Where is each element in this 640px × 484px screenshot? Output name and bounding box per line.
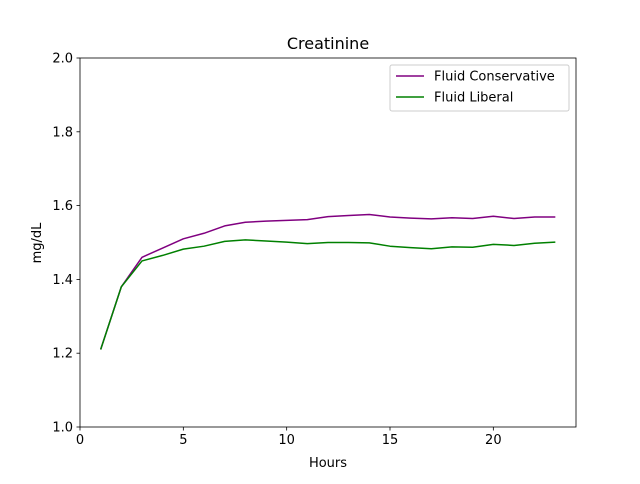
legend-label-0: Fluid Conservative xyxy=(434,70,555,85)
legend: Fluid Conservative Fluid Liberal xyxy=(389,64,570,112)
series-line-0 xyxy=(99,213,556,350)
x-tick-label: 5 xyxy=(179,433,187,448)
y-axis-label: mg/dL xyxy=(30,222,45,264)
axes-frame xyxy=(79,57,577,428)
y-tick-label: 1.0 xyxy=(52,421,73,436)
series-line-1 xyxy=(99,239,556,350)
y-tick-label: 1.8 xyxy=(52,125,73,140)
chart-title: Creatinine xyxy=(287,34,369,53)
x-tick-label: 20 xyxy=(485,433,502,448)
axes: 0 5 10 15 20 1.0 1.2 1.4 1.6 1.8 2.0 xyxy=(52,52,577,448)
x-tick-label: 10 xyxy=(278,433,295,448)
legend-label-1: Fluid Liberal xyxy=(434,91,513,106)
y-tick-label: 1.4 xyxy=(52,273,73,288)
x-tick-label: 0 xyxy=(76,433,84,448)
y-tick-label: 1.2 xyxy=(52,347,73,362)
y-tick-label: 2.0 xyxy=(52,52,73,67)
x-axis-label: Hours xyxy=(309,456,347,471)
x-tick-label: 15 xyxy=(382,433,399,448)
y-tick-label: 1.6 xyxy=(52,199,73,214)
legend-box xyxy=(389,64,570,112)
plot-area xyxy=(99,213,556,350)
